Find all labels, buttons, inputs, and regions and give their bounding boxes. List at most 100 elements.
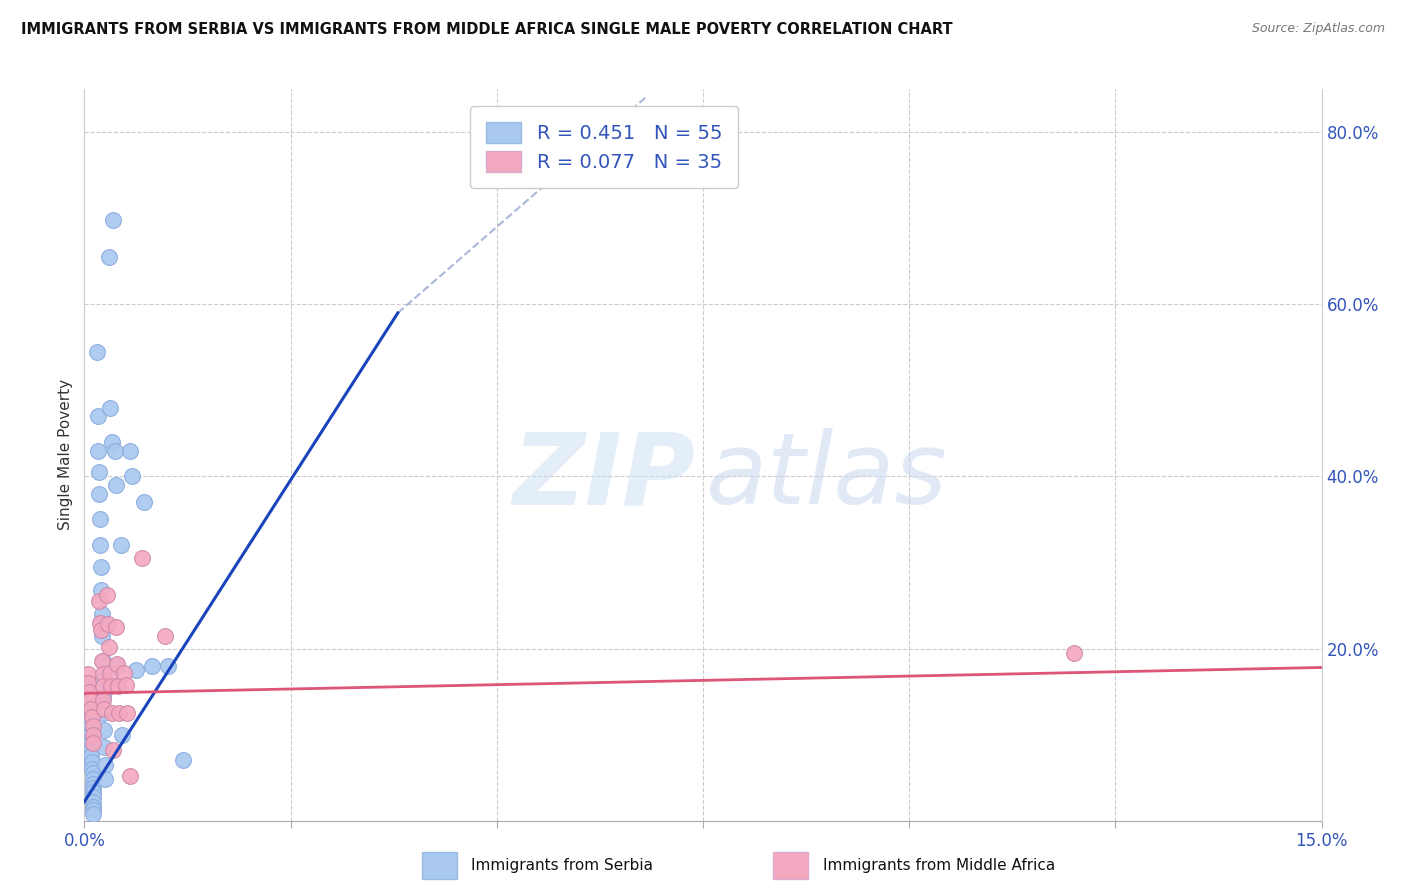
Point <box>82 803 104 817</box>
Point <box>82 736 104 750</box>
Point <box>82 795 104 809</box>
Point <box>79 728 101 742</box>
Point <box>105 658 128 673</box>
Point <box>76 680 98 694</box>
Point <box>96 588 118 602</box>
Point <box>93 740 115 755</box>
Point <box>82 728 104 742</box>
Point <box>118 443 141 458</box>
Point <box>98 640 121 654</box>
Point <box>153 629 176 643</box>
Point <box>80 743 103 757</box>
Point <box>157 658 180 673</box>
Point <box>79 684 101 698</box>
Point <box>80 749 103 764</box>
Point <box>80 755 103 769</box>
Point <box>76 702 98 716</box>
Y-axis label: Single Male Poverty: Single Male Poverty <box>58 379 73 531</box>
Point <box>90 623 112 637</box>
Point <box>141 658 163 673</box>
Point <box>80 762 103 776</box>
Point <box>98 250 121 264</box>
Point <box>93 723 115 738</box>
Point <box>91 706 114 720</box>
Point <box>104 620 127 634</box>
Point <box>97 617 120 632</box>
Point <box>100 706 122 720</box>
Point <box>100 435 122 450</box>
Point <box>79 693 101 707</box>
Point <box>91 667 114 681</box>
Point <box>90 607 112 621</box>
Point <box>89 538 111 552</box>
Point <box>104 478 127 492</box>
Point <box>93 702 115 716</box>
Point <box>98 401 121 415</box>
Point <box>86 344 108 359</box>
Point <box>82 785 104 799</box>
Point <box>111 728 134 742</box>
Point <box>91 672 114 686</box>
Point <box>1063 646 1085 660</box>
Point <box>117 706 139 720</box>
Point <box>121 469 143 483</box>
Point <box>89 486 111 500</box>
Point <box>91 689 114 703</box>
Point <box>80 702 103 716</box>
Point <box>98 665 121 680</box>
Point <box>89 615 111 630</box>
Point <box>91 693 114 707</box>
Point <box>86 409 108 424</box>
Point <box>132 495 155 509</box>
Point <box>82 719 104 733</box>
Point <box>87 443 110 458</box>
Point <box>89 512 111 526</box>
Point <box>94 757 117 772</box>
Point <box>100 679 122 693</box>
Point <box>104 443 127 458</box>
Point <box>172 753 194 767</box>
Point <box>118 769 141 783</box>
Point <box>124 663 146 677</box>
Text: Source: ZipAtlas.com: Source: ZipAtlas.com <box>1251 22 1385 36</box>
Point <box>82 806 104 821</box>
Bar <box>422 852 457 879</box>
Point <box>89 465 111 479</box>
Point <box>91 679 114 693</box>
Text: IMMIGRANTS FROM SERBIA VS IMMIGRANTS FROM MIDDLE AFRICA SINGLE MALE POVERTY CORR: IMMIGRANTS FROM SERBIA VS IMMIGRANTS FRO… <box>21 22 953 37</box>
Point <box>108 706 131 720</box>
Text: Immigrants from Middle Africa: Immigrants from Middle Africa <box>823 858 1054 872</box>
Point <box>79 736 101 750</box>
Legend: R = 0.451   N = 55, R = 0.077   N = 35: R = 0.451 N = 55, R = 0.077 N = 35 <box>471 106 738 187</box>
Bar <box>773 852 808 879</box>
Point <box>77 676 100 690</box>
Point <box>82 780 104 795</box>
Point <box>94 772 117 787</box>
Point <box>114 678 136 692</box>
Point <box>103 743 125 757</box>
Point <box>77 710 100 724</box>
Point <box>91 655 114 669</box>
Text: atlas: atlas <box>706 428 948 525</box>
Point <box>90 582 112 597</box>
Point <box>80 710 103 724</box>
Point <box>82 772 104 787</box>
Text: ZIP: ZIP <box>513 428 696 525</box>
Point <box>105 657 128 671</box>
Point <box>79 721 101 735</box>
Point <box>90 559 112 574</box>
Point <box>82 777 104 791</box>
Point <box>90 655 112 669</box>
Point <box>131 551 153 566</box>
Point <box>103 213 125 227</box>
Point <box>76 667 98 681</box>
Point <box>110 538 132 552</box>
Point <box>112 665 135 680</box>
Point <box>89 594 111 608</box>
Point <box>82 766 104 780</box>
Point <box>82 789 104 804</box>
Point <box>107 679 129 693</box>
Point <box>90 629 112 643</box>
Point <box>82 800 104 814</box>
Text: Immigrants from Serbia: Immigrants from Serbia <box>471 858 652 872</box>
